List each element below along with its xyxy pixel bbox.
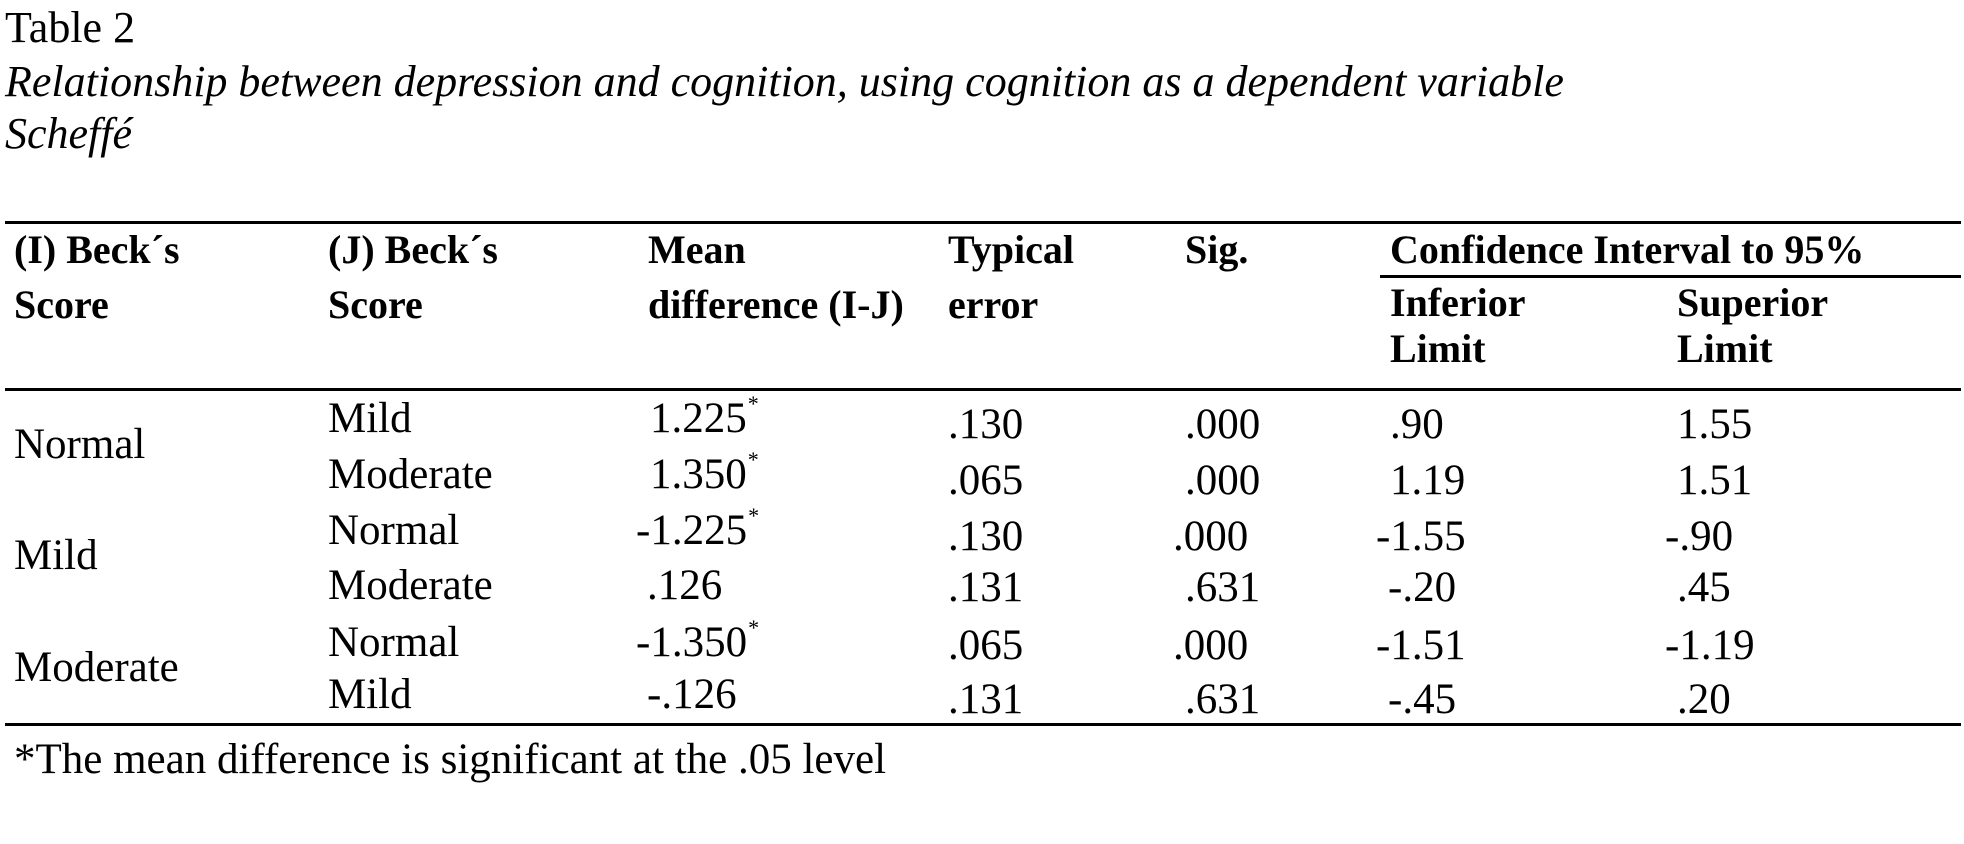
row-group-label: Normal [14,421,146,468]
header-sig: Sig. [1185,227,1249,272]
typical-error-cell: .131 [948,676,1024,723]
sig-cell: .000 [1173,622,1249,669]
header-bottom-rule [5,388,1961,391]
header-inferior-limit: Inferior Limit [1390,280,1525,371]
significance-mark: * [748,503,760,528]
sig-cell: .000 [1185,401,1261,448]
j-score-cell: Moderate [328,451,493,498]
sig-cell: .000 [1185,457,1261,504]
confidence-interval-rule [1380,275,1961,278]
inferior-limit-cell: -1.55 [1376,513,1466,560]
table-top-rule [5,221,1961,224]
header-typical-error: Typical error [948,227,1074,327]
inferior-limit-cell: -.45 [1388,676,1457,723]
row-group-label: Mild [14,532,98,579]
mean-difference-cell: -.126 [647,673,738,716]
table-title: Relationship between depression and cogn… [5,57,1564,106]
superior-limit-cell: -.90 [1665,513,1734,560]
j-score-cell: Mild [328,395,412,442]
table-footnote: *The mean difference is significant at t… [14,736,887,783]
sig-cell: .000 [1173,513,1249,560]
mean-difference-cell: .126 [647,564,723,607]
significance-mark: * [747,447,759,472]
j-score-cell: Moderate [328,562,493,609]
mean-difference-value: 1.225 [650,395,747,442]
typical-error-cell: .131 [948,564,1024,611]
superior-limit-cell: 1.55 [1677,401,1753,448]
inferior-limit-cell: -.20 [1388,564,1457,611]
header-i-score: (I) Beck´s Score [14,227,180,327]
j-score-cell: Normal [328,507,460,554]
inferior-limit-cell: -1.51 [1376,622,1466,669]
header-mean-difference: Mean difference (I-J) [648,227,904,327]
mean-difference-cell: 1.350* [650,449,759,498]
typical-error-cell: .065 [948,457,1024,504]
superior-limit-cell: .45 [1677,564,1731,611]
mean-difference-value: -.126 [647,671,737,718]
mean-difference-value: .126 [647,562,723,609]
j-score-cell: Mild [328,671,412,718]
j-score-cell: Normal [328,619,460,666]
typical-error-cell: .130 [948,401,1024,448]
significance-mark: * [748,615,760,640]
inferior-limit-cell: .90 [1390,401,1444,448]
mean-difference-cell: -1.350* [636,617,759,666]
superior-limit-cell: -1.19 [1665,622,1755,669]
header-superior-limit: Superior Limit [1677,280,1828,371]
sig-cell: .631 [1185,676,1261,723]
superior-limit-cell: 1.51 [1677,457,1753,504]
significance-mark: * [747,391,759,416]
table-number: Table 2 [5,3,136,52]
table-subtitle: Scheffé [5,109,133,158]
mean-difference-cell: 1.225* [650,393,759,442]
mean-difference-value: -1.350 [636,619,748,666]
superior-limit-cell: .20 [1677,676,1731,723]
sig-cell: .631 [1185,564,1261,611]
mean-difference-value: 1.350 [650,451,747,498]
header-confidence-interval: Confidence Interval to 95% [1390,227,1865,272]
mean-difference-value: -1.225 [636,507,748,554]
mean-difference-cell: -1.225* [636,505,759,554]
typical-error-cell: .065 [948,622,1024,669]
inferior-limit-cell: 1.19 [1390,457,1466,504]
header-j-score: (J) Beck´s Score [328,227,498,327]
row-group-label: Moderate [14,644,179,691]
typical-error-cell: .130 [948,513,1024,560]
table-bottom-rule [5,723,1961,726]
